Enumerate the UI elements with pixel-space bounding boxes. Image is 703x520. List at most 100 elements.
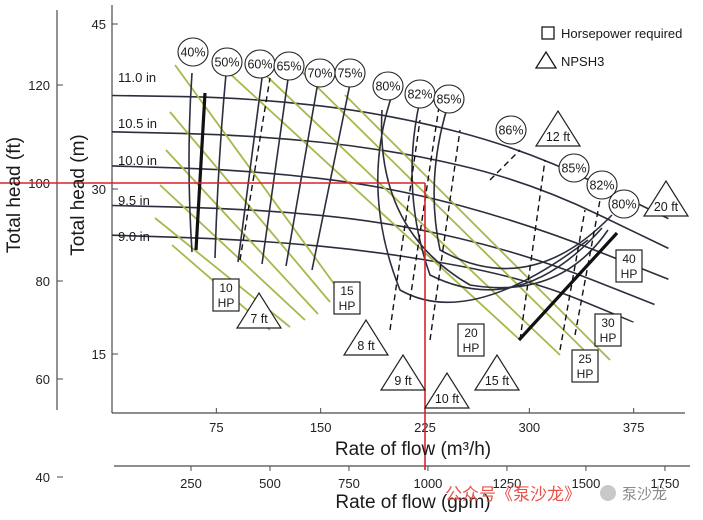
impeller-curve xyxy=(111,204,655,306)
legend-hp-label: Horsepower required xyxy=(561,26,682,41)
x-m3h-tick-label: 375 xyxy=(623,420,645,435)
horsepower-lines xyxy=(154,59,619,361)
watermark-logo-icon xyxy=(600,485,616,501)
hp-unit: HP xyxy=(577,367,594,381)
hp-line xyxy=(299,69,591,357)
efficiency-curve xyxy=(214,73,227,259)
impeller-curve xyxy=(111,94,669,220)
x-axis-title-gpm: Rate of flow (gpm) xyxy=(335,492,490,513)
efficiency-label: 50% xyxy=(214,56,239,70)
hp-line xyxy=(174,64,341,293)
hp-line xyxy=(169,111,331,303)
hp-box xyxy=(212,278,240,312)
efficiency-circle xyxy=(177,37,209,67)
npsh-triangle xyxy=(235,291,283,329)
y-ft-tick-label: 120 xyxy=(28,78,50,93)
efficiency-circle xyxy=(334,58,366,88)
legend: Horsepower required NPSH3 xyxy=(534,26,682,69)
npsh-line xyxy=(389,119,421,331)
efficiency-circle xyxy=(273,51,305,81)
efficiency-circle xyxy=(433,84,465,114)
hp-unit: HP xyxy=(600,331,617,345)
watermark-text: 公众号《泵沙龙》 xyxy=(445,485,581,505)
hp-unit: HP xyxy=(463,341,480,355)
hp-value: 15 xyxy=(340,284,354,298)
hp-box xyxy=(333,281,361,315)
efficiency-curve xyxy=(311,83,351,271)
max-flow-limit-line xyxy=(517,231,619,342)
npsh-label: 7 ft xyxy=(250,312,268,326)
impeller-curves xyxy=(111,94,669,323)
npsh-triangle xyxy=(342,318,390,356)
hp-box xyxy=(615,249,643,283)
hp-box xyxy=(457,323,485,357)
efficiency-label: 86% xyxy=(498,124,523,138)
hp-value: 10 xyxy=(219,281,233,295)
y-ft-tick-label: 40 xyxy=(36,470,50,485)
efficiency-curve xyxy=(377,94,589,304)
chart-frame xyxy=(56,5,690,478)
efficiency-label: 40% xyxy=(180,46,205,60)
efficiency-circle xyxy=(586,170,618,200)
npsh-label: 8 ft xyxy=(357,339,375,353)
npsh-triangle xyxy=(642,179,690,217)
y-axis-title-ft: Total head (ft) xyxy=(4,137,25,253)
x-gpm-tick-label: 750 xyxy=(338,476,360,491)
efficiency-label: 82% xyxy=(407,88,432,102)
impeller-curve xyxy=(111,234,634,323)
efficiency-curve xyxy=(433,104,613,270)
hp-value: 40 xyxy=(622,252,636,266)
efficiency-label: 65% xyxy=(276,60,301,74)
efficiency-curves xyxy=(188,72,613,304)
impeller-label: 11.0 in xyxy=(118,70,156,85)
efficiency-label: 70% xyxy=(307,67,332,81)
npsh-label: 10 ft xyxy=(435,392,460,406)
y-m-tick-label: 15 xyxy=(92,347,106,362)
hp-unit: HP xyxy=(339,299,356,313)
efficiency-circle xyxy=(608,189,640,219)
y-ft-tick-label: 60 xyxy=(36,372,50,387)
hp-unit: HP xyxy=(218,296,235,310)
x-axis-title-m3h: Rate of flow (m³/h) xyxy=(335,439,491,460)
npsh-line xyxy=(519,159,546,341)
npsh-triangle xyxy=(423,371,471,409)
efficiency-label: 82% xyxy=(589,179,614,193)
impeller-label: 10.0 in xyxy=(118,153,157,168)
npsh-line xyxy=(239,77,271,261)
impeller-label: 9.5 in xyxy=(118,193,150,208)
min-flow-limit-line xyxy=(194,92,207,251)
efficiency-label: 80% xyxy=(375,80,400,94)
efficiency-curve xyxy=(188,72,193,253)
npsh-label: 20 ft xyxy=(654,200,679,214)
efficiency-label: 60% xyxy=(247,58,272,72)
impeller-label: 10.5 in xyxy=(118,116,157,131)
x-gpm-tick-label: 1000 xyxy=(413,476,442,491)
efficiency-curve xyxy=(237,77,263,263)
y-m-tick-label: 45 xyxy=(92,17,106,32)
npsh-label: 9 ft xyxy=(394,374,412,388)
x-gpm-tick-label: 1500 xyxy=(571,476,600,491)
npsh-line xyxy=(574,199,601,336)
hp-value: 20 xyxy=(464,326,478,340)
npsh-label: 15 ft xyxy=(485,374,510,388)
x-m3h-tick-label: 300 xyxy=(518,420,540,435)
npsh-triangle xyxy=(473,353,521,391)
efficiency-label: 85% xyxy=(436,93,461,107)
hp-value: 25 xyxy=(578,352,592,366)
npsh-line xyxy=(489,149,521,181)
x-m3h-tick-label: 75 xyxy=(209,420,223,435)
x-gpm-tick-label: 500 xyxy=(259,476,281,491)
efficiency-island-curve xyxy=(380,109,609,289)
legend-npsh-label: NPSH3 xyxy=(561,54,604,69)
watermark-side-text: 泵沙龙 xyxy=(622,485,667,503)
efficiency-curve xyxy=(261,78,289,265)
npsh-line xyxy=(559,209,586,351)
efficiency-circle xyxy=(211,47,243,77)
efficiency-curve xyxy=(411,99,603,291)
efficiency-label: 75% xyxy=(337,67,362,81)
efficiency-circle xyxy=(558,153,590,183)
npsh-label: 12 ft xyxy=(546,130,571,144)
impeller-curve xyxy=(111,131,669,250)
x-m3h-tick-label: 150 xyxy=(310,420,332,435)
